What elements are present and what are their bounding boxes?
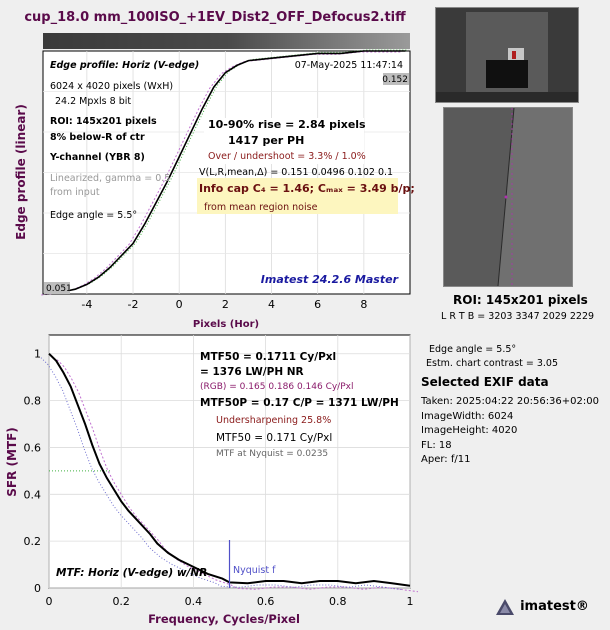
mtf-legend: MTF: Horiz (V-edge) w/NR xyxy=(56,567,207,579)
chart-contrast: Estm. chart contrast = 3.05 xyxy=(426,358,559,369)
edge-header-right: 07-May-2025 11:47:14 xyxy=(295,60,403,71)
mtf50-line-1: MTF50 = 0.1711 Cy/Pxl xyxy=(200,351,336,363)
linearized-line-1: Linearized, gamma = 0.5 xyxy=(50,173,170,184)
edge-profile-curve xyxy=(45,50,406,295)
mtf-xlabel: Frequency, Cycles/Pixel xyxy=(148,612,300,626)
mtf50p-text: MTF50P = 0.17 C/P = 1371 LW/PH xyxy=(200,397,399,409)
exif-title: Selected EXIF data xyxy=(421,375,549,389)
edge-channel-curve xyxy=(41,51,402,296)
mtf-y-tick-label: 0.4 xyxy=(24,488,42,501)
roi-line-3: Y-channel (YBR 8) xyxy=(49,152,145,163)
edge-xlabel: Pixels (Hor) xyxy=(193,319,259,330)
info-cap-sub: from mean region noise xyxy=(204,202,318,213)
rgb-line: (RGB) = 0.165 0.186 0.146 Cy/Pxl xyxy=(200,382,353,392)
right-edge-angle: Edge angle = 5.5° xyxy=(429,344,517,355)
nyquist-label: Nyquist f xyxy=(233,565,276,576)
mtf50-line-2: = 1376 LW/PH NR xyxy=(200,366,304,378)
mtf-y-tick-label: 0.2 xyxy=(24,535,42,548)
mtf-y-tick-label: 1 xyxy=(34,348,41,361)
roi-line-2: 8% below-R of ctr xyxy=(50,132,145,143)
exif-row: FL: 18 xyxy=(421,439,452,451)
mtf-chart: 0 0.2 0.4 0.6 0.8 1 0 0.2 0.4 0.6 0.8 1 Nyquist f M… xyxy=(5,334,419,626)
exif-row: Aper: f/11 xyxy=(421,454,471,465)
mtf-ylabel: SFR (MTF) xyxy=(5,427,19,497)
exif-row: ImageHeight: 4020 xyxy=(421,425,518,436)
info-line-1: 6024 x 4020 pixels (WxH) xyxy=(50,81,173,92)
roi-image xyxy=(443,107,573,287)
overshoot-text: Over / undershoot = 3.3% / 1.0% xyxy=(208,151,366,162)
vlr-text: V(L,R,mean,Δ) = 0.151 0.0496 0.102 0.1 xyxy=(199,167,393,178)
imatest-logo-text: imatest® xyxy=(520,599,589,614)
max-label: 0.152 xyxy=(382,75,408,85)
full-image-thumbnail xyxy=(435,7,579,103)
mtf-y-tick-label: 0.6 xyxy=(24,441,42,454)
version-watermark: Imatest 24.2.6 Master xyxy=(261,273,399,286)
mtf-x-tick-label: 1 xyxy=(407,595,414,608)
info-cap-box xyxy=(197,178,398,214)
roi-line-1: ROI: 145x201 pixels xyxy=(50,116,157,127)
roi-title: ROI: 145x201 pixels xyxy=(453,293,588,307)
edge-angle-text: Edge angle = 5.5° xyxy=(50,210,137,221)
per-ph-text: 1417 per PH xyxy=(228,134,304,147)
edge-strip xyxy=(43,33,410,49)
imatest-logo: imatest® xyxy=(495,596,589,616)
mtf-curve xyxy=(48,352,411,587)
exif-list: Taken: 2025:04:22 20:56:36+02:00 ImageWi… xyxy=(421,395,599,468)
edge-x-tick-label: 0 xyxy=(176,298,183,311)
edge-x-tick-label: 6 xyxy=(314,298,321,311)
mtf-x-tick-label: 0.4 xyxy=(185,595,203,608)
edge-profile-chart: -4 -2 0 2 4 6 8 0.152 0.051 Edge profile: Hori… xyxy=(14,33,415,330)
edge-x-tick-label: -4 xyxy=(81,298,92,311)
mtf-y-tick-label: 0 xyxy=(34,582,41,595)
info-line-2: 24.2 Mpxls 8 bit xyxy=(55,96,131,107)
mtf-x-tick-label: 0.2 xyxy=(112,595,130,608)
rise-text: 10-90% rise = 2.84 pixels xyxy=(208,118,366,131)
undersharp-text: Undersharpening 25.8% xyxy=(216,415,331,426)
mtf-x-tick-label: 0.8 xyxy=(329,595,347,608)
edge-x-tick-label: 4 xyxy=(268,298,275,311)
info-cap-text: Info cap C₄ = 1.46; Cₘₐₓ = 3.49 b/p; xyxy=(199,182,415,195)
chart-title: cup_18.0 mm_100ISO_+1EV_Dist2_OFF_Defocu… xyxy=(24,10,406,25)
mtf-x-tick-label: 0.6 xyxy=(257,595,275,608)
edge-x-tick-label: 8 xyxy=(360,298,367,311)
mtf-nyquist-text: MTF at Nyquist = 0.0235 xyxy=(216,449,328,459)
linearized-line-2: from input xyxy=(50,187,100,198)
mtf-y-tick-label: 0.8 xyxy=(24,395,42,408)
exif-row: Taken: 2025:04:22 20:56:36+02:00 xyxy=(421,396,599,407)
roi-lrtb: L R T B = 3203 3347 2029 2229 xyxy=(441,311,595,322)
mtf50-short: MTF50 = 0.171 Cy/Pxl xyxy=(216,432,332,444)
edge-x-tick-label: 2 xyxy=(222,298,229,311)
exif-row: ImageWidth: 6024 xyxy=(421,410,514,422)
edge-x-tick-label: -2 xyxy=(128,298,139,311)
edge-ylabel: Edge profile (linear) xyxy=(14,104,28,240)
imatest-logo-icon xyxy=(496,598,514,615)
edge-header-left: Edge profile: Horiz (V-edge) xyxy=(50,60,199,71)
mtf-x-tick-label: 0 xyxy=(46,595,53,608)
min-label: 0.051 xyxy=(46,284,72,294)
